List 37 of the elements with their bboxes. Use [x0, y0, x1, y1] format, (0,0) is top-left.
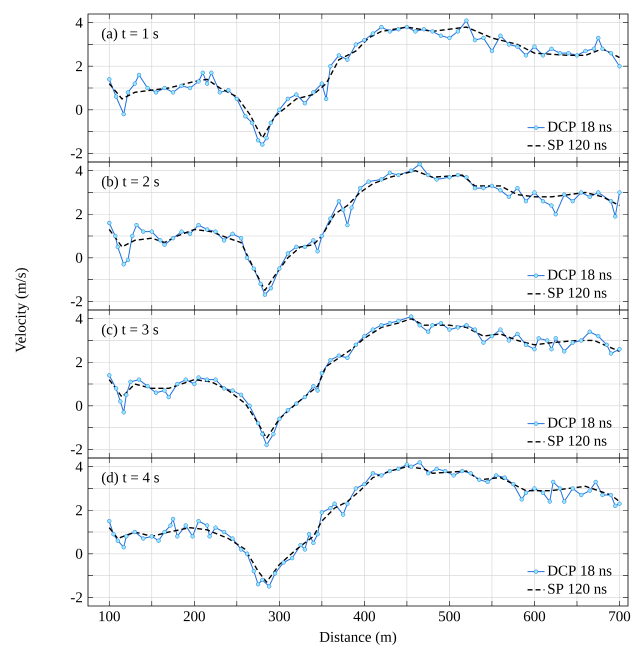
legend-label: DCP 18 ns	[548, 418, 612, 428]
legend-label: SP 120 ns	[548, 584, 606, 594]
y-tick-label: 2	[76, 209, 82, 220]
text: (d) t = 4 s	[102, 472, 159, 486]
y-tick-label: 2	[76, 357, 82, 368]
y-tick-label: 4	[76, 18, 83, 28]
x-tick-label: 300	[268, 611, 290, 622]
x-axis-title: Distance (m)	[320, 631, 396, 645]
x-tick-label: 700	[609, 611, 630, 622]
y-tick-label: -2	[70, 296, 82, 306]
y-tick-label: 0	[76, 548, 82, 559]
text: (b) t = 2 s	[102, 176, 159, 190]
y-axis-title: Velocity (m/s)	[15, 268, 29, 352]
legend-label: DCP 18 ns	[548, 122, 612, 132]
y-tick-label: 2	[76, 505, 82, 516]
y-tick-label: 0	[76, 400, 82, 411]
legend-label: SP 120 ns	[548, 288, 606, 298]
legend-label: DCP 18 ns	[548, 566, 612, 576]
x-tick-label: 100	[99, 611, 120, 622]
x-tick-label: 600	[524, 611, 546, 622]
y-tick-label: 0	[76, 104, 82, 115]
text: (c) t = 3 s	[102, 324, 158, 338]
legend-label: DCP 18 ns	[548, 270, 612, 280]
y-tick-label: 2	[76, 61, 82, 72]
y-tick-label: 4	[76, 166, 83, 176]
x-tick-label: 200	[184, 611, 205, 622]
y-tick-label: -2	[70, 592, 82, 602]
x-tick-label: 400	[353, 611, 376, 622]
y-tick-label: 4	[76, 462, 83, 472]
legend-label: SP 120 ns	[548, 140, 606, 150]
y-tick-label: 4	[76, 314, 83, 324]
y-tick-label: -2	[70, 444, 82, 454]
legend-label: SP 120 ns	[548, 436, 606, 446]
x-tick-label: 500	[439, 611, 460, 622]
y-tick-label: 0	[76, 252, 82, 263]
y-tick-label: -2	[70, 148, 82, 158]
text: (a) t = 1 s	[102, 28, 158, 42]
